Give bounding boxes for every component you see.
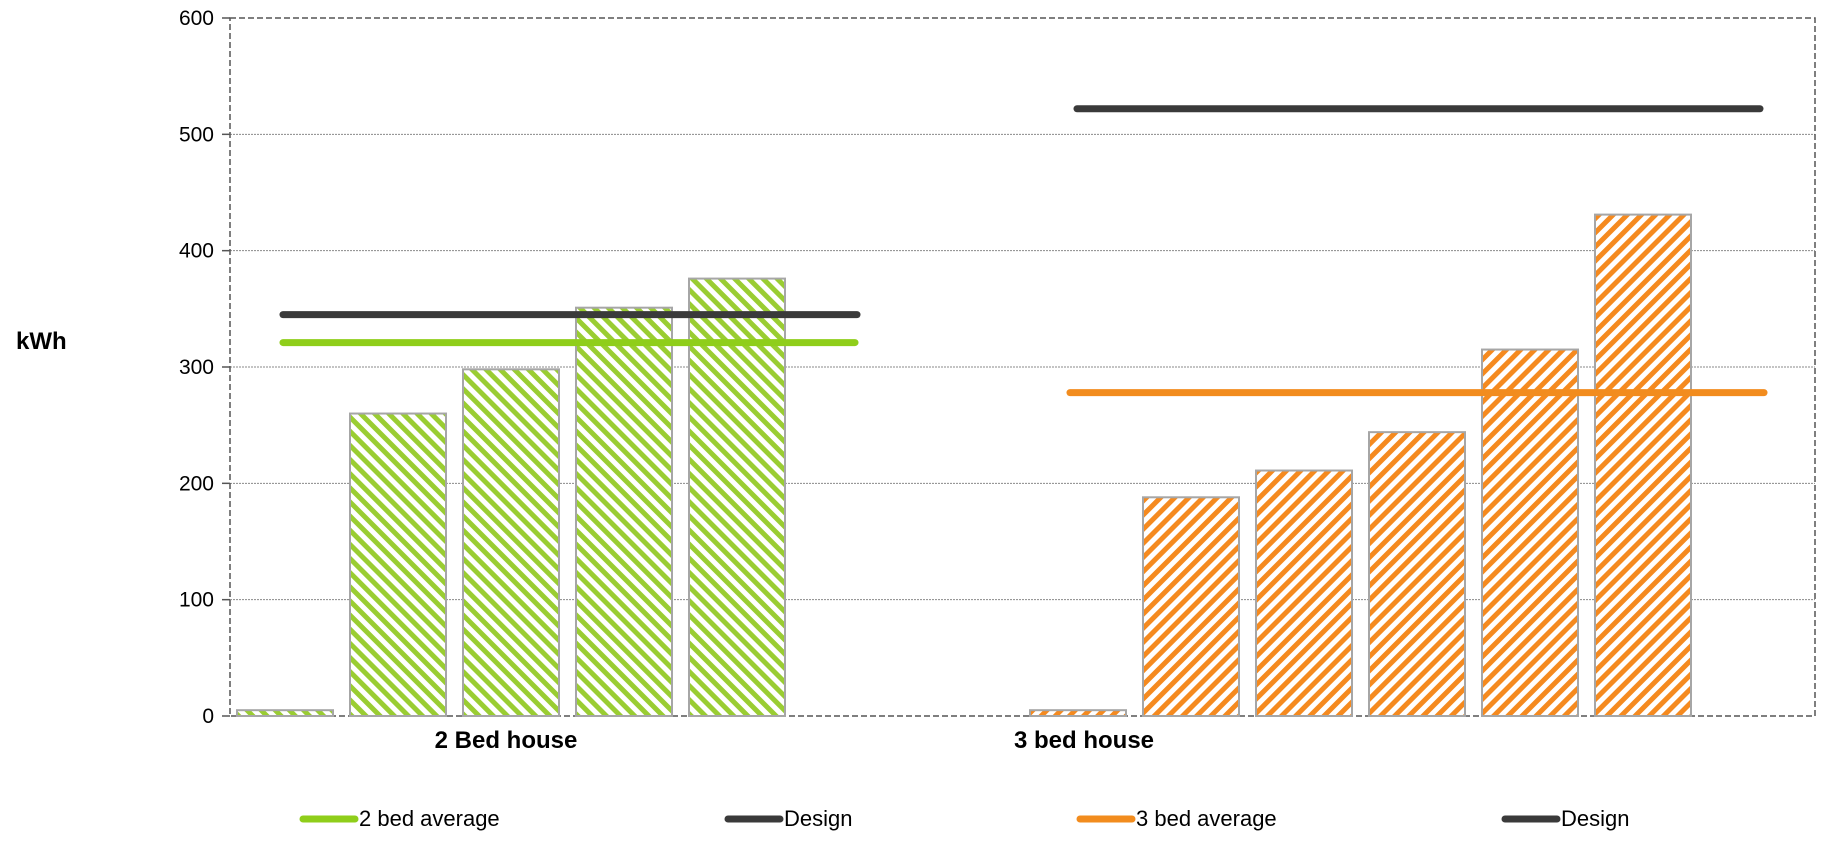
- bar: [1368, 431, 1466, 717]
- legend-label: 3 bed average: [1136, 806, 1277, 831]
- y-tick-label: 200: [179, 472, 214, 495]
- bar: [236, 709, 334, 718]
- legend-label: Design: [784, 806, 852, 831]
- bar: [575, 306, 673, 717]
- bar: [349, 412, 447, 717]
- y-tick-label: 500: [179, 123, 214, 146]
- bar: [1029, 709, 1127, 718]
- legend-label: 2 bed average: [359, 806, 500, 831]
- y-tick-label: 600: [179, 7, 214, 30]
- bar: [1481, 348, 1579, 717]
- bar: [1594, 213, 1692, 717]
- bar: [688, 277, 786, 717]
- y-tick-label: 400: [179, 240, 214, 263]
- legend-label: Design: [1561, 806, 1629, 831]
- y-axis-label: kWh: [16, 328, 67, 355]
- y-tick-label: 100: [179, 589, 214, 612]
- y-tick-label: 0: [202, 705, 214, 728]
- bar: [1142, 496, 1240, 717]
- bar: [1255, 469, 1353, 717]
- bars: [236, 213, 1692, 718]
- y-axis-ticks: 0 100 200 300 400 500 600: [179, 7, 230, 728]
- bar: [462, 368, 560, 717]
- y-tick-label: 300: [179, 356, 214, 379]
- legend: 2 bed average Design 3 bed average Design: [299, 806, 1629, 831]
- reference-lines: [279, 105, 1768, 397]
- category-label-2-bed: 2 Bed house: [435, 727, 578, 754]
- category-label-3-bed: 3 bed house: [1014, 727, 1154, 754]
